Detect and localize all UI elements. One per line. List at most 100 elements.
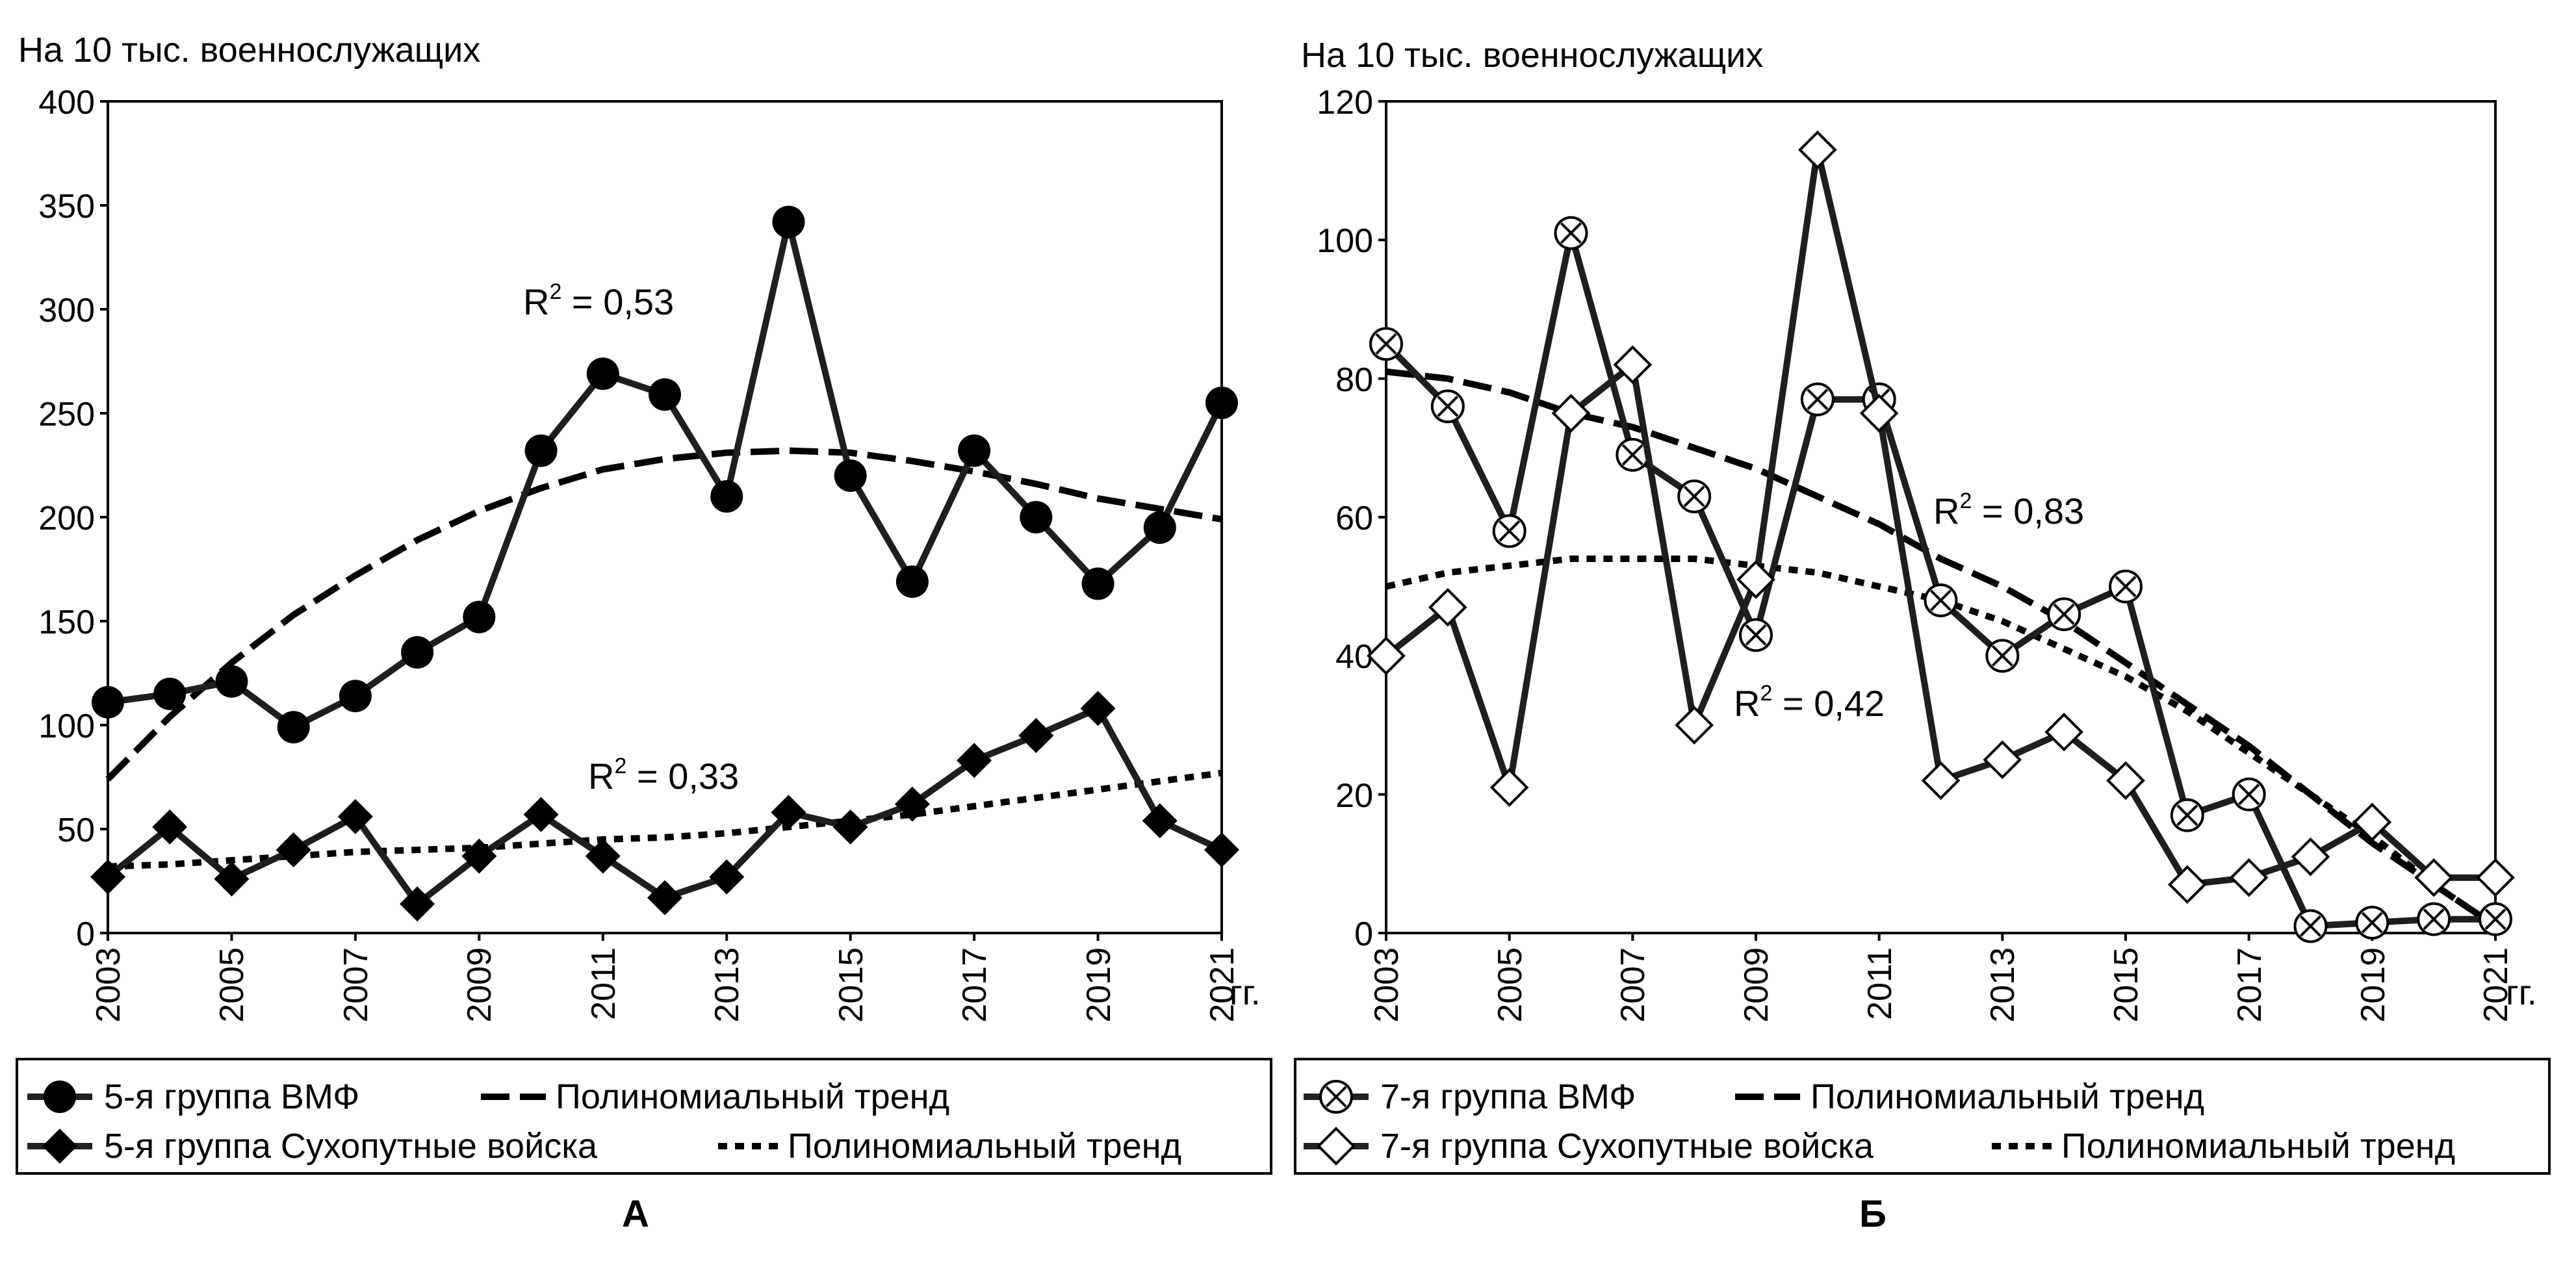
data-point <box>1613 345 1653 385</box>
panel-label: А <box>622 1193 649 1235</box>
legend-entry: 7-я группа Сухопутные войска <box>1380 1127 1874 1166</box>
data-point <box>832 809 868 845</box>
y-tick-label: 150 <box>38 604 95 641</box>
data-point <box>710 480 743 513</box>
data-point <box>647 880 682 915</box>
x-tick-label: 2021 <box>2477 947 2515 1023</box>
data-point <box>2229 858 2269 897</box>
y-tick-label: 100 <box>38 708 95 745</box>
data-point <box>2417 902 2451 936</box>
data-point <box>1020 501 1053 533</box>
legend-frame <box>16 1058 1272 1175</box>
data-point <box>1554 216 1588 250</box>
ylabel: На 10 тыс. военнослужащих <box>1301 36 1763 75</box>
y-tick-label: 120 <box>1317 84 1373 122</box>
series-line-2 <box>105 705 1224 908</box>
x-tick-label: 2015 <box>832 947 870 1023</box>
y-tick-label: 0 <box>1354 915 1373 953</box>
x-tick-label: 2009 <box>461 947 498 1023</box>
data-point <box>152 809 188 845</box>
data-point <box>957 743 992 778</box>
y-tick-label: 50 <box>57 812 95 849</box>
x-unit-label: гг. <box>2506 973 2537 1012</box>
data-point <box>894 786 930 822</box>
r2-annotation: R2 = 0,53 <box>523 279 674 322</box>
data-point <box>276 832 311 867</box>
data-point <box>2044 712 2083 752</box>
x-tick-label: 2017 <box>2231 947 2269 1023</box>
data-point <box>2170 798 2204 832</box>
data-point <box>771 795 806 830</box>
y-tick-label: 400 <box>38 84 95 122</box>
y-tick-label: 300 <box>38 292 95 329</box>
data-point <box>153 678 187 710</box>
data-point <box>2293 909 2328 943</box>
data-point <box>277 711 310 744</box>
x-tick-label: 2007 <box>337 947 375 1023</box>
trend-line-1 <box>105 447 1222 782</box>
legend-frame <box>1294 1058 2551 1175</box>
data-point <box>1798 130 1837 170</box>
y-axis: 0 50 100 150 200 250 300 350 400 <box>38 84 95 953</box>
x-axis: 2003 2005 2007 2009 2011 2013 2015 2017 … <box>90 947 1261 1023</box>
data-point <box>1675 706 1714 745</box>
x-tick-label: 2017 <box>956 947 994 1023</box>
data-point <box>585 838 621 874</box>
y-tick-label: 80 <box>1335 361 1373 399</box>
r2-annotation: R2 = 0,42 <box>1734 681 1885 724</box>
x-tick-label: 2007 <box>1614 947 1652 1023</box>
data-point <box>2291 837 2330 877</box>
data-point <box>1800 382 1835 416</box>
data-point <box>1921 761 1961 800</box>
data-point <box>1142 803 1178 839</box>
y-tick-label: 350 <box>38 188 95 225</box>
data-point <box>2047 597 2081 632</box>
legend-swatch-marker <box>1317 1127 1356 1166</box>
x-tick-label: 2019 <box>1080 947 1118 1023</box>
x-tick-label: 2005 <box>213 947 251 1023</box>
data-point <box>1080 691 1116 726</box>
y-tick-label: 0 <box>76 915 95 953</box>
data-point <box>1551 394 1591 433</box>
ylabel: На 10 тыс. военнослужащих <box>18 31 480 70</box>
data-point <box>215 665 248 698</box>
y-tick-label: 60 <box>1335 500 1373 537</box>
data-point <box>649 378 681 411</box>
legend-entry: 5-я группа Сухопутные войска <box>104 1127 598 1166</box>
data-point <box>2352 802 2392 842</box>
data-point <box>214 861 250 897</box>
data-point <box>2476 858 2515 897</box>
data-point <box>586 357 619 390</box>
data-point <box>709 859 745 895</box>
panel-label: Б <box>1859 1193 1887 1235</box>
plot-frame <box>107 100 1223 934</box>
legend-swatch-marker <box>42 1129 77 1164</box>
legend-entry: Полиномиальный тренд <box>2061 1127 2455 1166</box>
y-tick-label: 20 <box>1335 777 1373 815</box>
data-point <box>2479 902 2512 936</box>
legend-entry: Полиномиальный тренд <box>788 1127 1181 1166</box>
data-point <box>1492 514 1526 548</box>
plot-marks-a <box>90 100 1239 941</box>
data-point <box>2168 865 2207 904</box>
data-point <box>958 434 991 467</box>
data-point <box>2109 569 2143 604</box>
data-point <box>1924 583 1958 617</box>
legend-entry: 7-я группа ВМФ <box>1380 1077 1636 1116</box>
r2-annotation: R2 = 0,33 <box>588 754 739 797</box>
data-point <box>2106 761 2145 800</box>
data-point <box>2414 858 2453 897</box>
x-tick-label: 2003 <box>90 947 127 1023</box>
data-point <box>524 434 558 467</box>
legend: 7-я группа ВМФ Полиномиальный тренд 7-я … <box>1294 1058 2551 1175</box>
data-point <box>1430 389 1465 424</box>
data-point <box>895 565 929 598</box>
legend-entry: Полиномиальный тренд <box>1810 1077 2204 1116</box>
plot-marks-b <box>1367 100 2515 943</box>
data-point <box>772 205 805 238</box>
data-point <box>1369 327 1403 361</box>
r2-annotation: R2 = 0,83 <box>1933 489 2084 531</box>
data-point <box>1428 587 1467 627</box>
data-point <box>1985 639 2020 673</box>
y-tick-label: 200 <box>38 500 95 537</box>
